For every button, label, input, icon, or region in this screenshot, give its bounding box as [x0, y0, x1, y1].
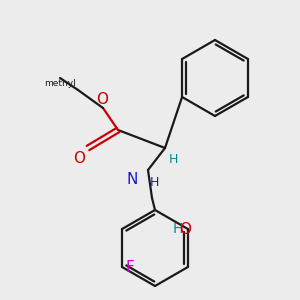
Text: O: O [179, 223, 191, 238]
Text: O: O [96, 92, 108, 107]
Text: H: H [150, 176, 159, 189]
Text: H: H [172, 222, 183, 236]
Text: methyl: methyl [44, 79, 76, 88]
Text: H: H [169, 153, 178, 166]
Text: N: N [127, 172, 138, 187]
Text: O: O [73, 151, 85, 166]
Text: F: F [125, 260, 134, 275]
